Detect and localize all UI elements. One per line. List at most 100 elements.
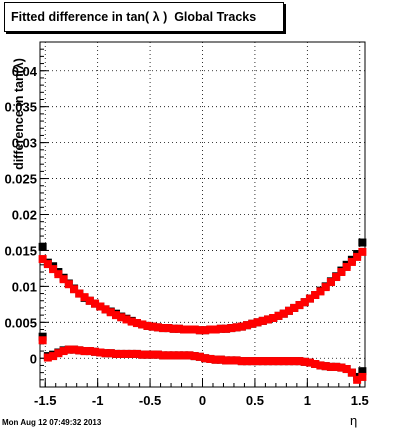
data-point-red [358,247,367,256]
data-point-red [180,351,189,360]
data-point-red [43,260,52,269]
data-point-red [180,325,189,334]
y-tick-label: 0 [30,351,37,366]
x-tick-label: 0 [199,393,206,408]
data-point-red [164,351,173,360]
data-point-red [164,324,173,333]
data-point-red [106,308,115,317]
data-point-red [153,323,162,332]
data-point-red [211,325,220,334]
data-point-red [258,316,267,325]
data-point-red [112,349,121,358]
data-point-red [75,346,84,355]
data-point-red [64,345,73,354]
data-point-red [211,355,220,364]
data-point-red [264,357,273,366]
data-point-red [290,303,299,312]
data-point-red [326,278,335,287]
data-point-red [253,357,262,366]
x-tick-label: -1 [92,393,104,408]
title-box: Fitted difference in tan( λ ) Global Tra… [4,2,284,32]
data-point-red [284,306,293,315]
data-point-red [358,372,367,381]
data-point-red [169,324,178,333]
data-point-red [305,358,314,367]
data-point-red [70,345,79,354]
data-point-red [248,319,257,328]
data-point-red [75,289,84,298]
data-point-red [300,357,309,366]
y-tick-label: 0.025 [4,172,37,187]
timestamp-footer: Mon Aug 12 07:49:32 2013 [2,418,102,427]
data-point-red [305,294,314,303]
data-point-red [117,349,126,358]
grid-lines [40,42,365,387]
data-point-red [43,353,52,362]
data-point-red [216,355,225,364]
data-point-red [337,363,346,372]
data-point-red [70,285,79,294]
data-point-black [358,367,367,376]
data-point-red [190,325,199,334]
data-point-red [101,349,110,358]
data-point-red [185,351,194,360]
data-point-red [138,350,147,359]
x-tick-label: -1.5 [34,393,56,408]
data-point-red [258,357,267,366]
data-point-red [159,324,168,333]
data-point-red [279,357,288,366]
data-point-red [227,324,236,333]
data-point-red [80,293,89,302]
data-point-red [237,322,246,331]
data-point-red [148,350,157,359]
data-point-red [54,349,63,358]
data-point-red [222,324,231,333]
data-point-red [195,326,204,335]
data-point-red [332,362,341,371]
data-point-red [91,347,100,356]
data-point-red [38,336,47,345]
data-point-red [347,368,356,377]
data-point-red [112,311,121,320]
data-point-red [232,356,241,365]
data-point-red [96,302,105,311]
data-point-red [353,252,362,261]
data-point-red [290,357,299,366]
data-point-red [96,348,105,357]
data-point-red [321,283,330,292]
data-point-red [222,356,231,365]
y-tick-label: 0.02 [12,208,37,223]
data-point-red [59,275,68,284]
data-point-red [347,257,356,266]
data-point-red [49,265,58,274]
data-point-red [274,357,283,366]
y-tick-label: 0.035 [4,100,37,115]
axes: -1.5 -1 -0.5 0 0.5 1 1.5 0 0.005 0.01 0.015 0.02 0.0… [4,41,369,408]
data-point-red [316,361,325,370]
data-point-red [127,317,136,326]
data-point-red [311,360,320,368]
y-tick-label: 0.04 [12,64,38,79]
data-point-red [132,349,141,358]
data-point-red [206,325,215,334]
data-point-red [101,305,110,314]
data-point-red [80,347,89,356]
y-tick-label: 0.03 [12,136,37,151]
data-point-red [353,375,362,384]
data-point-red [248,357,257,366]
data-point-red [326,362,335,371]
data-point-red [117,313,126,322]
y-axis-label: difference in tan(λ) [12,58,26,170]
data-point-red [174,351,183,360]
data-point-red [279,309,288,318]
x-tick-label: 0.5 [246,393,264,408]
data-point-red [143,321,152,330]
data-point-black [358,238,367,247]
data-point-red [59,347,68,356]
data-point-red [138,320,147,329]
data-point-red [337,268,346,276]
data-point-red [206,354,215,363]
data-point-red [227,356,236,365]
data-point-red [38,255,47,264]
data-markers [38,238,367,384]
